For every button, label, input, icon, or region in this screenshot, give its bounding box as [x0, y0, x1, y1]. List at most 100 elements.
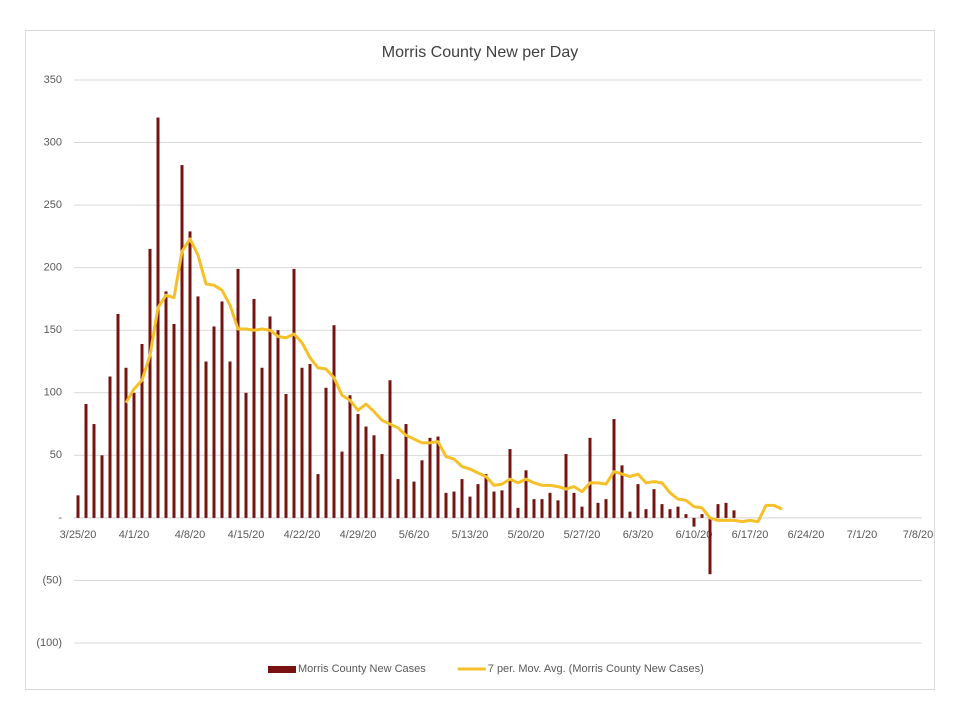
bar — [676, 506, 680, 518]
legend-label: Morris County New Cases — [298, 663, 426, 675]
bar — [644, 509, 648, 518]
y-tick-label: (50) — [42, 574, 62, 586]
bar — [612, 419, 616, 518]
bar — [460, 479, 464, 518]
x-tick-label: 6/10/20 — [676, 529, 713, 541]
bar — [172, 323, 176, 518]
y-tick-label: 100 — [44, 387, 62, 399]
bar — [308, 364, 312, 518]
bar — [548, 492, 552, 518]
bar — [164, 291, 168, 518]
bar — [124, 367, 128, 518]
bar — [660, 504, 664, 518]
bar — [596, 502, 600, 518]
bar — [276, 330, 280, 518]
bar — [524, 470, 528, 518]
bar — [92, 424, 96, 518]
legend-swatch — [268, 666, 296, 673]
bar — [468, 496, 472, 518]
bar — [516, 507, 520, 518]
bar — [732, 510, 736, 518]
bar — [588, 437, 592, 518]
x-tick-label: 7/1/20 — [847, 529, 878, 541]
bar — [620, 465, 624, 518]
x-tick-label: 5/13/20 — [452, 529, 489, 541]
bar — [492, 491, 496, 518]
bar — [572, 492, 576, 518]
bar — [372, 435, 376, 518]
bar — [236, 268, 240, 518]
x-tick-label: 4/15/20 — [228, 529, 265, 541]
bar — [316, 474, 320, 518]
x-tick-label: 4/22/20 — [284, 529, 321, 541]
bar — [420, 460, 424, 518]
bar — [476, 484, 480, 518]
bar — [188, 231, 192, 518]
bar — [636, 484, 640, 518]
bar — [556, 500, 560, 518]
bar — [156, 117, 160, 518]
bar — [564, 454, 568, 518]
legend-label: 7 per. Mov. Avg. (Morris County New Case… — [488, 663, 704, 675]
bar — [108, 376, 112, 518]
bar — [212, 326, 216, 518]
bar — [220, 301, 224, 518]
bar — [716, 504, 720, 518]
y-tick-label: 350 — [44, 74, 62, 86]
bar — [364, 426, 368, 518]
x-tick-label: 6/24/20 — [788, 529, 825, 541]
bar — [700, 514, 704, 518]
bar — [684, 514, 688, 518]
bar — [412, 481, 416, 518]
x-tick-label: 4/29/20 — [340, 529, 377, 541]
bar — [196, 296, 200, 518]
bar — [628, 511, 632, 518]
bar — [324, 387, 328, 518]
bar — [604, 499, 608, 518]
bar — [444, 492, 448, 518]
x-tick-label: 5/6/20 — [399, 529, 430, 541]
bar — [580, 506, 584, 518]
y-tick-label: 250 — [44, 199, 62, 211]
x-tick-label: 6/3/20 — [623, 529, 654, 541]
bar — [268, 316, 272, 518]
x-tick-label: 7/8/20 — [903, 529, 934, 541]
bar — [292, 268, 296, 518]
bar — [300, 367, 304, 518]
bar — [484, 474, 488, 518]
x-tick-label: 6/17/20 — [732, 529, 769, 541]
x-tick-label: 3/25/20 — [60, 529, 97, 541]
chart-title: Morris County New per Day — [382, 44, 579, 61]
bar — [348, 395, 352, 518]
bar — [500, 490, 504, 518]
y-tick-label: 150 — [44, 324, 62, 336]
y-tick-label: - — [58, 512, 62, 524]
bar — [508, 449, 512, 518]
bar — [532, 499, 536, 518]
bar — [116, 313, 120, 518]
bar — [332, 325, 336, 518]
bar — [388, 380, 392, 518]
bar — [84, 404, 88, 518]
bar — [132, 392, 136, 518]
bar — [244, 392, 248, 518]
x-tick-label: 4/1/20 — [119, 529, 150, 541]
bar — [340, 451, 344, 518]
bar — [356, 414, 360, 518]
y-tick-label: 200 — [44, 262, 62, 274]
chart-frame — [25, 30, 935, 690]
bar — [260, 367, 264, 518]
x-tick-label: 5/27/20 — [564, 529, 601, 541]
y-tick-label: 50 — [50, 449, 62, 461]
bar — [380, 454, 384, 518]
moving-average-line — [124, 237, 783, 524]
bar — [140, 343, 144, 518]
bar — [428, 437, 432, 518]
y-tick-label: 300 — [44, 136, 62, 148]
x-tick-label: 5/20/20 — [508, 529, 545, 541]
bar — [652, 489, 656, 518]
y-tick-label: (100) — [36, 637, 62, 649]
bar — [396, 479, 400, 518]
